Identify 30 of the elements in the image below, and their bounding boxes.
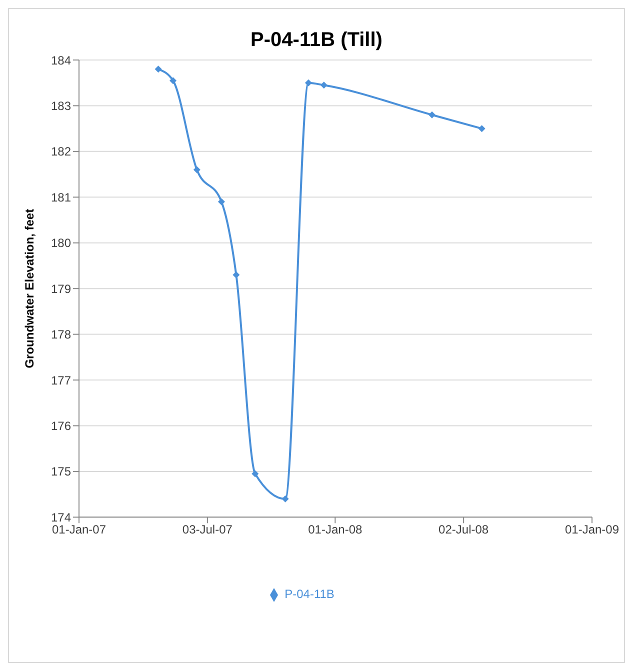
- legend-label: P-04-11B: [284, 587, 334, 602]
- x-tick-label: 02-Jul-08: [438, 522, 489, 537]
- x-tick-label: 01-Jan-09: [564, 522, 620, 537]
- y-tick-label: 175: [50, 464, 72, 479]
- x-tick-label: 03-Jul-07: [182, 522, 233, 537]
- y-tick-label: 182: [50, 144, 72, 159]
- point: [170, 77, 177, 84]
- point: [193, 166, 200, 174]
- x-tick-label: 01-Jan-07: [52, 522, 106, 537]
- y-tick-label: 180: [50, 236, 72, 250]
- point: [428, 111, 436, 118]
- y-tick-label: 179: [50, 282, 72, 296]
- point: [478, 125, 486, 132]
- y-axis-title: Groundwater Elevation, feet: [22, 208, 36, 368]
- y-tick-label: 184: [50, 53, 72, 68]
- point: [232, 271, 240, 278]
- y-tick-label: 174: [50, 510, 72, 524]
- point: [252, 470, 259, 478]
- y-tick-label: 176: [50, 418, 72, 433]
- y-tick-label: 183: [50, 98, 72, 113]
- y-tick-label: 177: [50, 373, 72, 388]
- point: [304, 79, 312, 86]
- x-tick-label: 01-Jan-08: [308, 522, 362, 537]
- point: [320, 82, 328, 89]
- y-tick-label: 178: [50, 328, 72, 342]
- point: [282, 495, 289, 502]
- point: [154, 66, 162, 73]
- y-tick-label: 181: [50, 190, 72, 204]
- chart-title: P-04-11B (Till): [250, 29, 384, 52]
- point: [218, 198, 225, 206]
